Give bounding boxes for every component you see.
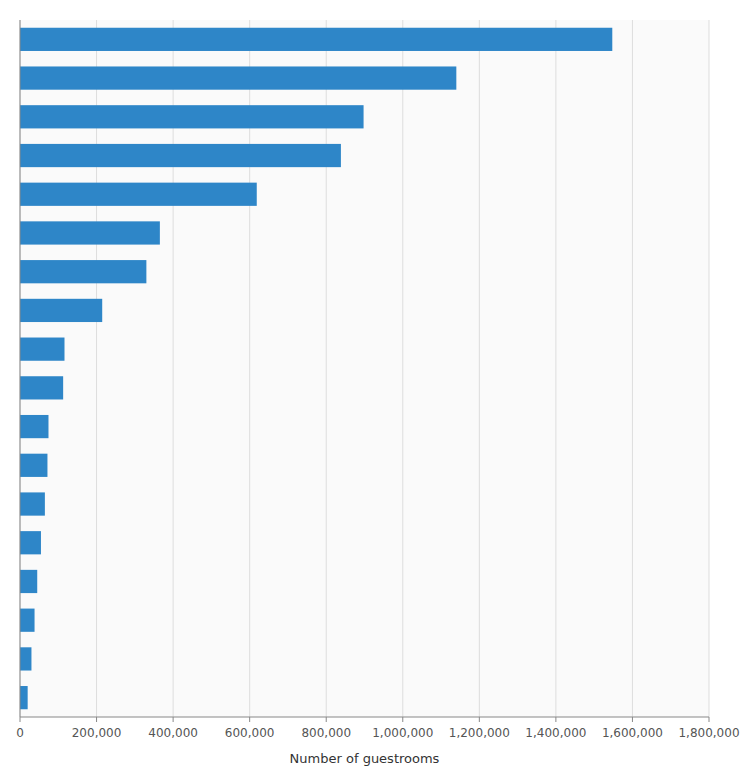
tick-label: 600,000: [225, 726, 275, 740]
tick-mark: [20, 717, 21, 722]
tick-mark: [709, 717, 710, 722]
tick-label: 1,200,000: [449, 726, 510, 740]
bar: [20, 492, 45, 515]
grid-line: [632, 20, 633, 717]
tick-label: 1,800,000: [678, 726, 739, 740]
tick-mark: [173, 717, 174, 722]
tick-mark: [402, 717, 403, 722]
tick-label: 400,000: [148, 726, 198, 740]
tick-mark: [479, 717, 480, 722]
bar: [20, 221, 160, 244]
bar: [20, 144, 341, 167]
tick-label: 0: [16, 726, 24, 740]
grid: [20, 20, 709, 717]
tick-label: 1,600,000: [602, 726, 663, 740]
bar: [20, 338, 64, 361]
tick-mark: [249, 717, 250, 722]
chart-svg: 0 200,000 400,000 600,000 800,000 1,000,000 1,…: [0, 0, 754, 779]
tick-label: 800,000: [301, 726, 351, 740]
x-axis: 0 200,000 400,000 600,000 800,000 1,000,000 1,…: [16, 717, 739, 740]
bar: [20, 415, 48, 438]
bar: [20, 260, 146, 283]
bar: [20, 609, 35, 632]
bar: [20, 531, 41, 554]
bar: [20, 376, 63, 399]
grid-line: [555, 20, 556, 717]
grid-line: [709, 20, 710, 717]
bar: [20, 105, 364, 128]
tick-mark: [96, 717, 97, 722]
plot-area: [20, 20, 709, 717]
x-axis-title: Number of guestrooms: [290, 751, 440, 766]
tick-label: 1,400,000: [525, 726, 586, 740]
grid-line: [20, 20, 21, 717]
axis-line: [20, 20, 21, 717]
chart-container: 0 200,000 400,000 600,000 800,000 1,000,000 1,…: [0, 0, 754, 779]
bar: [20, 66, 456, 89]
bar: [20, 183, 257, 206]
tick-mark: [632, 717, 633, 722]
tick-label: 200,000: [72, 726, 122, 740]
grid-line: [479, 20, 480, 717]
bar: [20, 454, 47, 477]
tick-mark: [326, 717, 327, 722]
bars: [20, 28, 612, 710]
grid-line: [402, 20, 403, 717]
bar: [20, 686, 28, 709]
bar: [20, 28, 612, 51]
axis-line: [20, 717, 709, 718]
bar: [20, 299, 102, 322]
bar: [20, 570, 37, 593]
tick-label: 1,000,000: [372, 726, 433, 740]
bar: [20, 647, 31, 670]
tick-mark: [555, 717, 556, 722]
